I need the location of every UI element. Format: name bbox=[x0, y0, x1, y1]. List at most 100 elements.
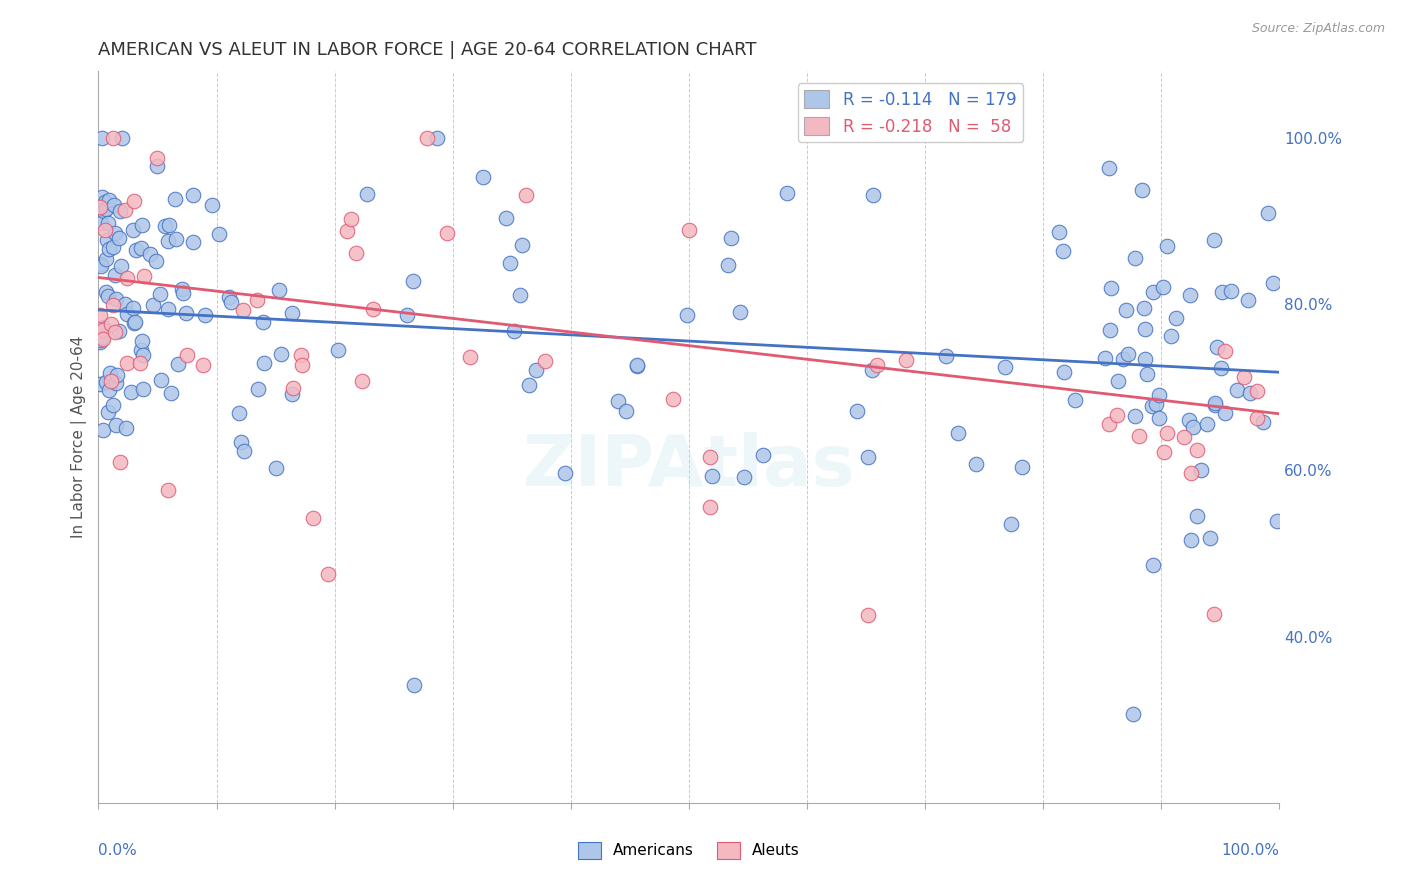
Point bbox=[606, 394, 628, 409]
Point bbox=[1261, 277, 1284, 291]
Point bbox=[1199, 532, 1222, 546]
Text: Source: ZipAtlas.com: Source: ZipAtlas.com bbox=[1251, 22, 1385, 36]
Point bbox=[1142, 285, 1164, 299]
Text: 0.0%: 0.0% bbox=[98, 843, 138, 858]
Point bbox=[124, 315, 146, 329]
Point bbox=[156, 483, 179, 497]
Point bbox=[965, 457, 987, 471]
Point bbox=[108, 455, 131, 469]
Point bbox=[93, 195, 115, 210]
Point bbox=[1133, 301, 1156, 315]
Point bbox=[1180, 466, 1202, 480]
Point bbox=[515, 188, 537, 202]
Point bbox=[499, 256, 522, 270]
Point bbox=[1107, 374, 1129, 388]
Point bbox=[626, 358, 648, 372]
Point bbox=[1153, 445, 1175, 459]
Point bbox=[166, 232, 188, 246]
Point bbox=[183, 188, 205, 202]
Point bbox=[174, 305, 197, 319]
Point bbox=[1122, 706, 1144, 721]
Point bbox=[89, 333, 111, 347]
Point bbox=[1195, 417, 1218, 431]
Point bbox=[728, 305, 751, 319]
Point bbox=[1098, 323, 1121, 337]
Point bbox=[124, 194, 146, 208]
Point bbox=[1204, 398, 1226, 412]
Point bbox=[142, 298, 165, 312]
Point bbox=[350, 374, 373, 388]
Point bbox=[1164, 311, 1187, 326]
Point bbox=[1128, 428, 1150, 442]
Point bbox=[1185, 442, 1208, 457]
Point bbox=[495, 211, 517, 226]
Point bbox=[1236, 293, 1258, 307]
Point bbox=[356, 187, 378, 202]
Point bbox=[1098, 161, 1121, 175]
Point bbox=[517, 377, 540, 392]
Point bbox=[896, 353, 918, 368]
Point bbox=[733, 470, 755, 484]
Point bbox=[181, 235, 204, 250]
Legend: Americans, Aleuts: Americans, Aleuts bbox=[572, 836, 806, 864]
Point bbox=[100, 374, 122, 388]
Point bbox=[1265, 514, 1288, 528]
Point bbox=[1233, 370, 1256, 384]
Point bbox=[253, 356, 276, 370]
Point bbox=[270, 347, 292, 361]
Point bbox=[1182, 419, 1205, 434]
Point bbox=[361, 302, 384, 317]
Point bbox=[131, 382, 153, 396]
Point bbox=[1152, 280, 1174, 294]
Point bbox=[700, 469, 723, 483]
Point bbox=[115, 307, 138, 321]
Point bbox=[1112, 351, 1135, 366]
Point bbox=[100, 318, 122, 332]
Point bbox=[1226, 383, 1249, 397]
Point bbox=[145, 253, 167, 268]
Point bbox=[302, 511, 325, 525]
Point bbox=[122, 316, 145, 330]
Point bbox=[1202, 607, 1225, 622]
Point bbox=[554, 467, 576, 481]
Point bbox=[228, 406, 250, 420]
Point bbox=[194, 308, 217, 322]
Point bbox=[94, 376, 117, 390]
Point bbox=[91, 131, 114, 145]
Point bbox=[89, 376, 111, 391]
Point bbox=[1011, 459, 1033, 474]
Point bbox=[1211, 285, 1233, 299]
Point bbox=[426, 131, 449, 145]
Point bbox=[170, 282, 193, 296]
Point bbox=[1160, 329, 1182, 343]
Point bbox=[104, 226, 127, 240]
Point bbox=[503, 324, 526, 338]
Point bbox=[1178, 413, 1201, 427]
Point bbox=[96, 285, 118, 299]
Point bbox=[108, 203, 131, 218]
Text: ZIPAtlas: ZIPAtlas bbox=[523, 432, 855, 500]
Text: 100.0%: 100.0% bbox=[1222, 843, 1279, 858]
Point bbox=[103, 198, 125, 212]
Point bbox=[91, 322, 114, 336]
Point bbox=[90, 257, 112, 271]
Point bbox=[219, 295, 242, 310]
Point bbox=[146, 151, 169, 165]
Point bbox=[416, 131, 439, 145]
Point bbox=[1239, 386, 1261, 401]
Point bbox=[97, 216, 120, 230]
Point bbox=[404, 678, 426, 692]
Point bbox=[776, 186, 799, 200]
Point bbox=[246, 293, 269, 307]
Point bbox=[160, 386, 183, 401]
Point bbox=[1147, 410, 1170, 425]
Point bbox=[1204, 396, 1226, 410]
Point bbox=[1052, 244, 1074, 258]
Point bbox=[97, 243, 120, 257]
Point bbox=[676, 308, 699, 322]
Point bbox=[1136, 368, 1159, 382]
Point bbox=[114, 296, 136, 310]
Point bbox=[1213, 406, 1236, 420]
Point bbox=[1251, 415, 1274, 429]
Point bbox=[281, 387, 304, 401]
